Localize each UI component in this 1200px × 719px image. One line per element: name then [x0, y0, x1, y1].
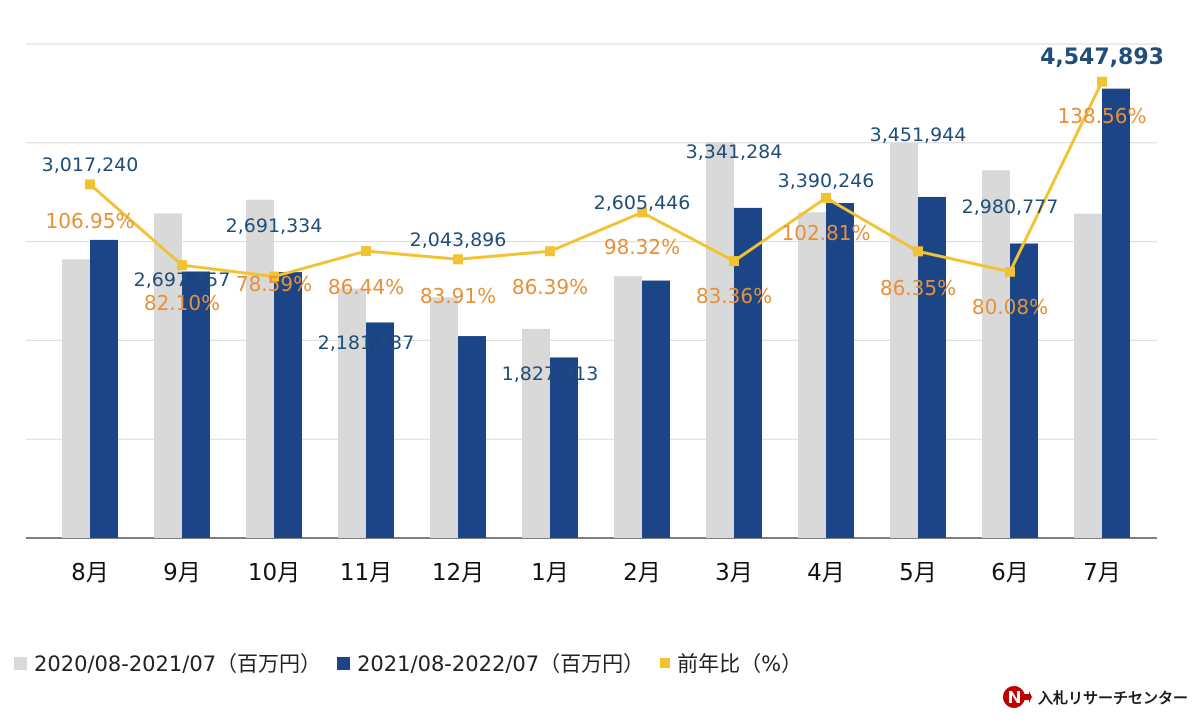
x-tick-label-9: 4月	[807, 560, 845, 586]
pct-label-4: 86.44%	[328, 275, 404, 299]
bar-curr-12	[1102, 88, 1130, 538]
yoy-marker-7	[637, 207, 647, 218]
pct-label-10: 86.35%	[880, 276, 956, 300]
x-tick-label-3: 10月	[248, 560, 300, 586]
value-label-12: 4,547,893	[1040, 45, 1164, 70]
yoy-line	[85, 76, 1107, 282]
legend: 2020/08-2021/07（百万円） 2021/08-2022/07（百万円…	[14, 648, 818, 678]
bar-curr-6	[550, 357, 578, 538]
bar-curr-3	[274, 272, 302, 538]
value-label-9: 3,390,246	[778, 170, 875, 192]
value-label-2: 2,697,357	[134, 269, 231, 291]
yoy-marker-5	[453, 254, 463, 265]
yoy-marker-9	[821, 192, 831, 203]
x-tick-label-4: 11月	[340, 560, 392, 586]
legend-swatch-prev	[14, 656, 27, 670]
bar-prev-6	[522, 329, 550, 538]
legend-label-prev: 2020/08-2021/07（百万円）	[34, 652, 322, 676]
legend-label-yoy: 前年比（%）	[677, 652, 803, 676]
value-label-4: 2,181,537	[318, 332, 415, 354]
x-tick-label-10: 5月	[899, 560, 937, 586]
yoy-marker-4	[361, 246, 371, 257]
pct-label-5: 83.91%	[420, 284, 496, 308]
value-label-3: 2,691,334	[226, 215, 323, 237]
pct-label-6: 86.39%	[512, 275, 588, 299]
yoy-marker-6	[545, 246, 555, 257]
pct-label-11: 80.08%	[972, 295, 1048, 319]
bar-prev-7	[614, 276, 642, 538]
bar-prev-9	[798, 212, 826, 538]
x-tick-label-5: 12月	[432, 560, 484, 586]
value-label-6: 1,827,313	[502, 363, 599, 385]
yoy-line-path	[89, 81, 1104, 279]
pct-label-12: 138.56%	[1058, 104, 1147, 128]
bar-curr-7	[642, 280, 670, 538]
yoy-marker-3	[269, 271, 279, 282]
value-label-11: 2,980,777	[962, 196, 1059, 218]
legend-item-yoy: 前年比（%）	[660, 648, 802, 678]
yoy-marker-10	[913, 246, 923, 257]
yoy-marker-11	[1005, 266, 1015, 277]
value-label-10: 3,451,944	[870, 124, 967, 146]
bar-prev-8	[706, 142, 734, 539]
x-axis: 8月 9月 10月 11月 12月 1月 2月 3月 4月 5月 6月 7月	[71, 560, 1121, 586]
pct-label-2: 82.10%	[144, 291, 220, 315]
yoy-marker-12	[1097, 76, 1107, 87]
legend-swatch-curr	[337, 656, 351, 670]
bar-prev-5	[430, 297, 458, 538]
legend-swatch-yoy	[660, 658, 671, 668]
bar-prev-4	[338, 288, 366, 538]
x-tick-label-2: 9月	[163, 560, 201, 586]
x-tick-label-8: 3月	[715, 560, 753, 586]
value-label-7: 2,605,446	[594, 192, 691, 214]
bar-prev-1	[62, 259, 90, 538]
brand: 入札リサーチセンター	[1002, 684, 1188, 710]
legend-item-curr: 2021/08-2022/07（百万円）	[337, 648, 644, 678]
bar-prev-11	[982, 170, 1010, 538]
bar-curr-9	[826, 203, 854, 538]
x-tick-label-6: 1月	[531, 560, 569, 586]
bar-curr-1	[90, 239, 118, 539]
value-label-8: 3,341,284	[686, 141, 783, 163]
pct-label-1: 106.95%	[46, 209, 135, 233]
x-tick-label-11: 6月	[991, 560, 1029, 586]
gridlines	[26, 43, 1157, 539]
pct-label-9: 102.81%	[782, 221, 871, 245]
x-tick-label-12: 7月	[1083, 560, 1121, 586]
x-tick-label-1: 8月	[71, 560, 109, 586]
bar-prev-12	[1074, 213, 1102, 538]
pct-label-3: 78.59%	[236, 272, 312, 296]
value-label-1: 3,017,240	[42, 154, 139, 176]
legend-item-prev: 2020/08-2021/07（百万円）	[14, 648, 321, 678]
value-label-5: 2,043,896	[410, 229, 507, 251]
bar-curr-5	[458, 336, 486, 538]
bar-curr-4	[366, 322, 394, 538]
bar-prev-10	[890, 142, 918, 538]
pct-label-7: 98.32%	[604, 235, 680, 259]
yoy-marker-8	[729, 256, 739, 267]
bar-curr-11	[1010, 243, 1038, 538]
legend-label-curr: 2021/08-2022/07（百万円）	[357, 652, 645, 676]
pct-label-8: 83.36%	[696, 284, 772, 308]
brand-name: 入札リサーチセンター	[1037, 688, 1188, 707]
bar-prev-3	[246, 199, 274, 538]
yoy-marker-1	[85, 179, 95, 190]
bar-curr-2	[182, 271, 210, 538]
x-tick-label-7: 2月	[623, 560, 661, 586]
brand-logo-icon	[1002, 686, 1032, 708]
yoy-marker-2	[177, 260, 187, 271]
